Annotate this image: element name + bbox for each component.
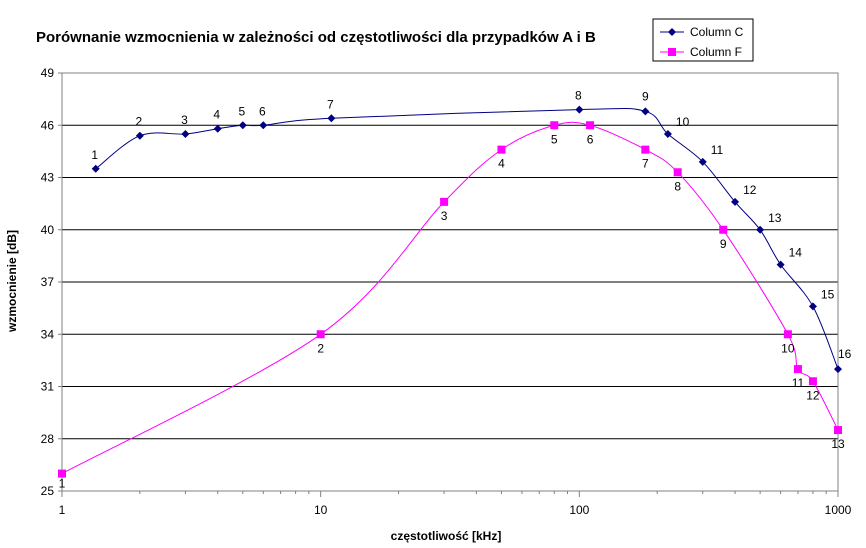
y-tick-label-5: 40 xyxy=(41,223,55,237)
data-point-1-10 xyxy=(793,365,802,374)
data-label-1-5: 6 xyxy=(587,132,594,146)
data-label-1-11: 12 xyxy=(806,388,820,402)
data-label-0-3: 4 xyxy=(213,108,220,122)
y-tick-label-4: 37 xyxy=(41,275,55,289)
series-line-0 xyxy=(95,107,839,370)
legend-label-1: Column F xyxy=(690,45,742,59)
data-label-1-3: 4 xyxy=(498,157,505,171)
data-point-0-4 xyxy=(238,121,247,130)
legend-label-0: Column C xyxy=(690,25,744,39)
data-label-0-8: 9 xyxy=(642,89,649,103)
data-point-1-6 xyxy=(641,145,650,154)
data-point-1-0 xyxy=(58,469,66,478)
data-point-1-4 xyxy=(550,121,559,130)
data-label-1-1: 2 xyxy=(317,341,324,355)
legend-marker-0 xyxy=(668,28,676,36)
data-label-0-6: 7 xyxy=(327,97,334,111)
data-point-0-10 xyxy=(698,157,707,166)
data-point-0-1 xyxy=(135,131,144,140)
data-label-1-4: 5 xyxy=(551,132,558,146)
data-point-1-7 xyxy=(673,168,682,177)
y-tick-label-2: 31 xyxy=(41,380,55,394)
y-tick-label-3: 34 xyxy=(41,327,55,341)
chart-title: Porównanie wzmocnienia w zależności od c… xyxy=(36,29,596,46)
data-label-0-9: 10 xyxy=(676,115,690,129)
y-tick-label-6: 43 xyxy=(41,171,55,185)
data-label-1-12: 13 xyxy=(831,437,845,451)
data-point-0-12 xyxy=(756,225,765,234)
data-point-1-2 xyxy=(440,197,449,206)
y-tick-label-8: 49 xyxy=(41,66,55,80)
data-label-1-9: 10 xyxy=(781,341,795,355)
data-label-0-2: 3 xyxy=(181,113,188,127)
data-label-1-8: 9 xyxy=(720,237,727,251)
data-point-0-3 xyxy=(213,124,222,133)
data-point-1-1 xyxy=(316,330,325,339)
data-label-1-0: 1 xyxy=(59,477,66,491)
x-axis-title: częstotliwość [kHz] xyxy=(391,529,502,543)
data-label-0-11: 12 xyxy=(743,183,757,197)
data-point-0-8 xyxy=(641,107,650,116)
data-label-1-2: 3 xyxy=(441,209,448,223)
data-label-0-10: 11 xyxy=(711,143,724,157)
data-point-1-3 xyxy=(497,145,506,154)
data-point-0-14 xyxy=(808,302,817,311)
data-label-0-1: 2 xyxy=(136,115,143,129)
data-point-1-12 xyxy=(834,426,842,435)
data-label-0-13: 14 xyxy=(789,246,803,260)
y-tick-label-0: 25 xyxy=(41,484,55,498)
y-tick-label-7: 46 xyxy=(41,118,55,132)
grid-lines xyxy=(62,124,838,440)
x-tick-label-1: 10 xyxy=(314,503,328,517)
data-label-0-12: 13 xyxy=(768,211,782,225)
x-tick-label-3: 1000 xyxy=(825,503,852,517)
x-tick-label-0: 1 xyxy=(59,503,66,517)
series-line-1 xyxy=(61,121,839,475)
data-point-0-15 xyxy=(834,365,842,374)
y-axis-title: wzmocnienie [dB] xyxy=(5,230,19,333)
data-point-1-9 xyxy=(783,330,792,339)
data-point-0-0 xyxy=(91,164,100,173)
legend: Column C Column F xyxy=(652,18,754,62)
data-point-0-9 xyxy=(663,129,672,138)
data-point-0-7 xyxy=(575,105,584,114)
x-tick-label-2: 100 xyxy=(569,503,589,517)
y-tick-label-1: 28 xyxy=(41,432,55,446)
data-point-0-11 xyxy=(731,197,740,206)
data-label-1-7: 8 xyxy=(674,179,681,193)
data-point-1-8 xyxy=(719,225,728,234)
data-label-1-10: 11 xyxy=(792,376,805,390)
data-label-1-6: 7 xyxy=(642,157,649,171)
data-point-1-11 xyxy=(808,377,817,386)
data-point-0-2 xyxy=(181,129,190,138)
data-point-0-6 xyxy=(327,114,336,123)
data-label-0-15: 16 xyxy=(838,347,852,361)
data-label-0-5: 6 xyxy=(259,104,266,118)
data-point-1-5 xyxy=(586,121,595,130)
data-label-0-4: 5 xyxy=(238,104,245,118)
data-label-0-14: 15 xyxy=(821,287,835,301)
legend-marker-1 xyxy=(668,48,676,56)
data-point-0-5 xyxy=(259,121,268,130)
data-label-0-7: 8 xyxy=(575,89,582,103)
data-point-0-13 xyxy=(776,260,785,269)
data-label-0-0: 1 xyxy=(91,148,98,162)
